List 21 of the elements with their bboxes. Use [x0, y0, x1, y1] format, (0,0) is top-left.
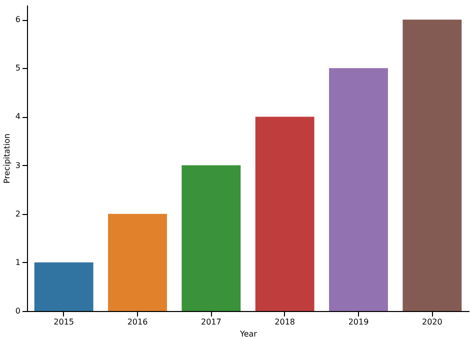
y-tick-label: 0 — [15, 306, 20, 316]
x-tick-label: 2015 — [54, 318, 74, 326]
x-tick-label: 2019 — [348, 318, 369, 326]
bar — [182, 165, 241, 311]
y-tick-label: 6 — [15, 15, 20, 24]
bar — [255, 116, 314, 311]
y-tick-label: 4 — [15, 112, 20, 122]
bar — [329, 68, 388, 311]
y-tick-label: 2 — [15, 209, 20, 218]
x-axis-title: Year — [239, 330, 258, 337]
y-tick-label: 5 — [15, 64, 20, 73]
x-tick-label: 2020 — [422, 318, 442, 326]
y-tick-label: 3 — [15, 160, 20, 170]
x-tick-label: 2016 — [127, 318, 148, 326]
x-tick-label: 2017 — [200, 318, 222, 326]
y-axis-title: Precipitation — [2, 133, 12, 184]
x-tick-label: 2018 — [274, 318, 296, 326]
bar — [108, 214, 167, 311]
bar — [34, 262, 94, 311]
bar — [402, 20, 462, 311]
y-tick-label: 1 — [15, 258, 20, 267]
